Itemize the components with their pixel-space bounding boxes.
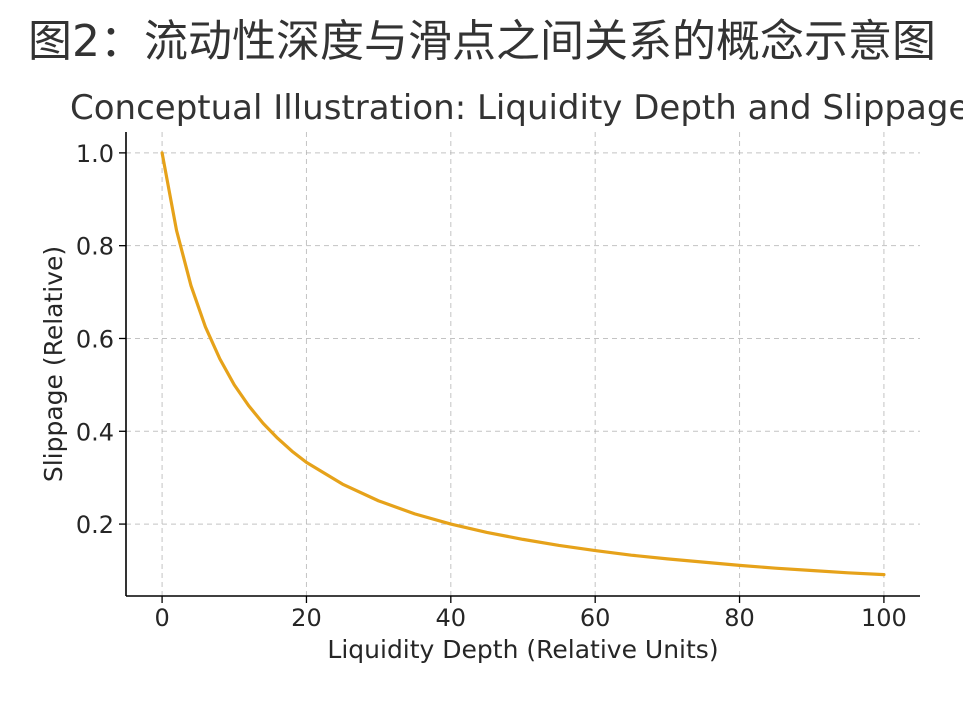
ticks-layer: 0 20 40 60 80 100 0.2 0.4 0.6 0.8 1.0 xyxy=(76,140,907,632)
series-layer xyxy=(160,151,886,577)
x-tick-label: 0 xyxy=(154,604,169,632)
y-tick-label: 0.6 xyxy=(76,325,114,353)
y-tick-label: 1.0 xyxy=(76,140,114,168)
grid-layer xyxy=(126,132,920,596)
x-tick-label: 60 xyxy=(580,604,611,632)
y-axis-label: Slippage (Relative) xyxy=(39,246,68,482)
x-tick-label: 100 xyxy=(861,604,907,632)
y-tick-label: 0.4 xyxy=(76,418,114,446)
figure-title: 图2：流动性深度与滑点之间关系的概念示意图 xyxy=(28,16,936,67)
series-line xyxy=(160,151,886,577)
x-axis-label: Liquidity Depth (Relative Units) xyxy=(327,635,718,664)
y-tick-label: 0.8 xyxy=(76,233,114,261)
chart-title: Conceptual Illustration: Liquidity Depth… xyxy=(70,88,963,128)
y-tick-label: 0.2 xyxy=(76,511,114,539)
x-tick-label: 40 xyxy=(436,604,467,632)
axes-layer xyxy=(125,132,920,597)
x-tick-label: 20 xyxy=(291,604,322,632)
x-tick-label: 80 xyxy=(724,604,755,632)
